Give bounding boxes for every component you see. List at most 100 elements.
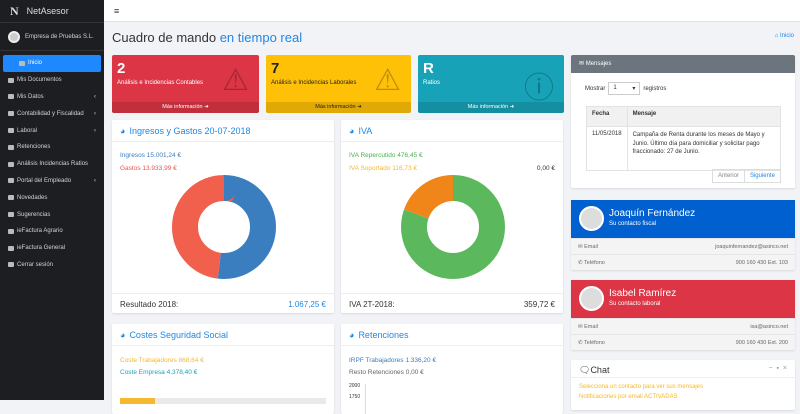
brand[interactable]: N NetAsesor <box>0 0 104 23</box>
cell-mensaje: Campaña de Renta durante los meses de Ma… <box>626 126 782 171</box>
sidebar-item[interactable]: Portal del Empleado ‹ <box>0 173 104 190</box>
costes-progress-bar <box>120 398 326 404</box>
panel-footer: Resultado 2018: 1.067,25 € <box>112 293 334 313</box>
menu-icon <box>8 262 14 268</box>
pagination: Anterior Siguiente <box>711 169 781 183</box>
menu-icon <box>8 144 14 150</box>
company-avatar <box>8 30 20 43</box>
box-number: R <box>423 60 434 77</box>
phone-value: 900 160 430 Ext. 200 <box>735 339 788 346</box>
sidebar-item[interactable]: Mis Documentos <box>0 72 104 89</box>
email-value[interactable]: joaquinfernandez@asinco.net <box>715 243 788 250</box>
info-icon: ⓘ <box>524 72 554 105</box>
contacts-icon[interactable]: ▪ <box>776 365 780 372</box>
chat-line: Notificaciones por email ACTIVADAS <box>579 394 678 400</box>
sidebar-item[interactable]: Laboral ‹ <box>0 122 104 139</box>
panel-header: ◕ Retenciones <box>341 324 563 346</box>
next-button[interactable]: Siguiente <box>749 173 775 179</box>
menu-toggle-icon[interactable]: ≡ <box>114 6 120 16</box>
email-row: ✉ Email joaquinfernandez@asinco.net <box>571 238 795 254</box>
panel-title: Ingresos y Gastos 20-07-2018 <box>129 126 251 136</box>
sidebar: N NetAsesor Empresa de Pruebas S.L. Inici… <box>0 0 104 400</box>
minimize-icon[interactable]: − <box>768 365 773 372</box>
more-info-link[interactable]: Más información ➜ <box>418 102 564 113</box>
donut-slice-gastos[interactable] <box>172 175 276 279</box>
email-label: Email <box>584 323 598 330</box>
contact-card: Isabel Ramírez Su contacto laboral ✉ Emai… <box>571 280 795 350</box>
y-axis <box>365 384 366 414</box>
pie-chart-icon: ◕ <box>349 126 355 136</box>
brand-name: NetAsesor <box>26 6 69 16</box>
more-info-label: Más información <box>315 104 356 110</box>
envelope-icon: ✉ <box>579 61 586 67</box>
sidebar-item-label: ieFactura Agrario <box>17 228 63 235</box>
box-label: Análisis e Incidencias Contables <box>117 80 204 86</box>
phone-icon: ✆ <box>578 339 585 346</box>
chevron-left-icon: ‹ <box>94 110 96 117</box>
logo: N <box>10 3 19 18</box>
prev-button[interactable]: Anterior <box>713 170 745 182</box>
info-box: 7 Análisis e Incidencias Laborales ⚠ Más in… <box>266 55 411 113</box>
entries-select[interactable]: 1 ▾ <box>608 82 641 95</box>
entries-control: Mostrar 1 ▾ registros <box>585 82 666 95</box>
close-icon[interactable]: × <box>782 365 787 372</box>
iva-soportado: IVA Soportado 116,73 € <box>349 165 418 172</box>
more-info-link[interactable]: Más información ➜ <box>112 102 259 113</box>
ingresos-gastos-panel: ◕ Ingresos y Gastos 20-07-2018 Ingresos 1… <box>112 120 334 313</box>
box-number: 2 <box>117 60 126 77</box>
sidebar-item[interactable]: Análisis Incidencias Ratios <box>0 156 104 173</box>
sidebar-item-label: Cerrar sesión <box>17 261 54 268</box>
sidebar-item-label: Mis Documentos <box>17 77 62 84</box>
menu-icon <box>8 195 14 201</box>
sidebar-item[interactable]: Contabilidad y Fiscalidad ‹ <box>0 105 104 122</box>
page-title: Cuadro de mando en tiempo real <box>112 30 302 45</box>
show-label: Mostrar <box>585 85 606 92</box>
breadcrumb-home[interactable]: Inicio <box>779 33 794 39</box>
sidebar-item[interactable]: Cerrar sesión <box>0 257 104 274</box>
costes-panel: ◕ Costes Seguridad Social Coste Trabajado… <box>112 324 334 414</box>
company-name: Empresa de Pruebas S.L. <box>25 33 94 40</box>
menu-icon <box>8 228 14 234</box>
column-header-fecha[interactable]: Fecha <box>586 106 628 127</box>
sidebar-item[interactable]: Novedades <box>0 189 104 206</box>
phone-icon: ✆ <box>578 259 585 266</box>
table-row: 11/05/2018 Campaña de Renta durante los m… <box>586 126 782 171</box>
chevron-left-icon: ‹ <box>94 177 96 184</box>
panel-header: ◕ Ingresos y Gastos 20-07-2018 <box>112 120 334 142</box>
panel-title: Costes Seguridad Social <box>129 330 228 340</box>
donut-slice-iva-soportado[interactable] <box>401 175 505 279</box>
gastos-value: Gastos 13.933,99 € <box>120 165 177 172</box>
sidebar-menu: Inicio Mis Documentos Mis Datos ‹ Contabilid… <box>0 55 104 273</box>
sidebar-item[interactable]: Mis Datos ‹ <box>0 89 104 106</box>
iva-donut-chart <box>401 175 505 279</box>
contact-role: Su contacto fiscal <box>609 221 657 227</box>
result-label: Resultado 2018: <box>120 300 179 309</box>
ingresos-donut-chart <box>172 175 276 279</box>
panel-header: ✉ Mensajes <box>571 55 795 73</box>
result-value: 1.067,25 € <box>288 300 326 309</box>
more-info-label: Más información <box>467 104 509 110</box>
more-info-link[interactable]: Más información ➜ <box>266 102 411 113</box>
irpf-value: IRPF Trabajadores 1.336,20 € <box>349 357 437 364</box>
iva-repercutido: IVA Repercutido 476,45 € <box>349 152 423 159</box>
sidebar-item[interactable]: Sugerencias <box>0 206 104 223</box>
email-label: Email <box>584 243 598 250</box>
breadcrumb[interactable]: ⌂ Inicio <box>774 33 794 39</box>
menu-icon <box>8 94 14 100</box>
iva-panel: ◕ IVA IVA Repercutido 476,45 € IVA Soport… <box>341 120 563 313</box>
phone-row: ✆ Teléfono 900 160 430 Ext. 200 <box>571 334 795 350</box>
pie-chart-icon: ◕ <box>349 330 355 340</box>
coste-empresa: Coste Empresa 4.378,40 € <box>120 369 198 376</box>
column-header-mensaje[interactable]: Mensaje <box>626 106 782 127</box>
email-value[interactable]: isa@asinco.net <box>750 323 788 330</box>
sidebar-item[interactable]: ieFactura Agrario <box>0 223 104 240</box>
contact-photo <box>579 206 604 231</box>
panel-header: ◕ Costes Seguridad Social <box>112 324 334 346</box>
warning-icon: ⚠ <box>222 64 249 97</box>
sidebar-item[interactable]: Inicio <box>3 55 101 72</box>
retenciones-panel: ◕ Retenciones IRPF Trabajadores 1.336,20 … <box>341 324 563 414</box>
phone-row: ✆ Teléfono 900 160 430 Ext. 103 <box>571 254 795 270</box>
sidebar-item[interactable]: Retenciones <box>0 139 104 156</box>
sidebar-item[interactable]: ieFactura General <box>0 240 104 257</box>
title-accent: en tiempo real <box>219 30 303 45</box>
